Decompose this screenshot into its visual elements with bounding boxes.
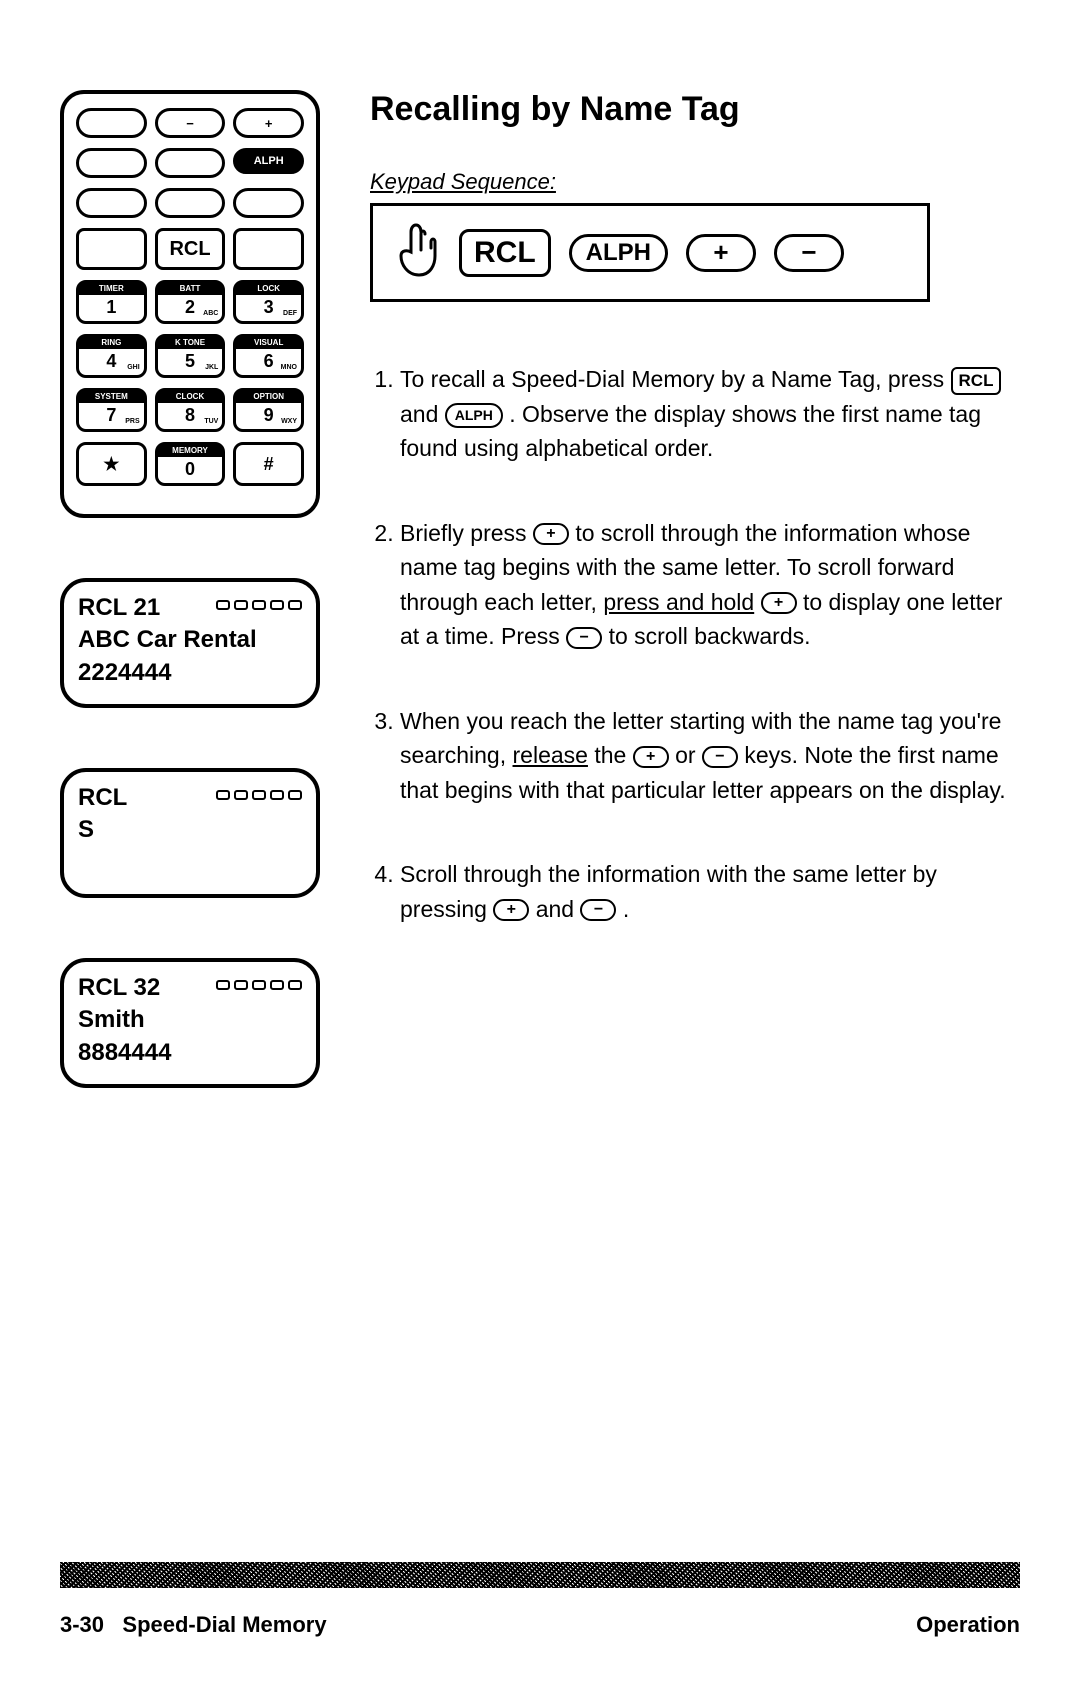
step-2: Briefly press + to scroll through the in… bbox=[400, 516, 1010, 654]
key-hash: # bbox=[233, 442, 304, 486]
keypad-sequence-box: RCL ALPH + − bbox=[370, 203, 930, 302]
key-1: TIMER1 bbox=[76, 280, 147, 324]
inline-rcl: RCL bbox=[951, 367, 1002, 395]
right-column: Recalling by Name Tag Keypad Sequence: R… bbox=[370, 90, 1010, 1088]
keypad-alph: ALPH bbox=[233, 148, 304, 174]
key-star: ★ bbox=[76, 442, 147, 486]
inline-minus: − bbox=[580, 899, 616, 921]
inline-plus: + bbox=[761, 592, 797, 614]
display-line: S bbox=[78, 814, 302, 846]
step-4: Scroll through the information with the … bbox=[400, 857, 1010, 926]
page-title: Recalling by Name Tag bbox=[370, 90, 1010, 129]
signal-bars-icon bbox=[216, 600, 302, 610]
key-2: BATT2ABC bbox=[155, 280, 226, 324]
inline-plus: + bbox=[633, 746, 669, 768]
key-5: K TONE5JKL bbox=[155, 334, 226, 378]
keypad-sequence-label: Keypad Sequence: bbox=[370, 169, 1010, 195]
seq-minus-button: − bbox=[774, 234, 844, 272]
inline-minus: − bbox=[566, 627, 602, 649]
key-6: VISUAL6MNO bbox=[233, 334, 304, 378]
keypad-blank-rect bbox=[233, 228, 304, 270]
key-3: LOCK3DEF bbox=[233, 280, 304, 324]
inline-minus: − bbox=[702, 746, 738, 768]
display-line: 2224444 bbox=[78, 657, 302, 689]
keypad-minus: − bbox=[155, 108, 226, 138]
keypad-blank bbox=[76, 188, 147, 218]
inline-alph: ALPH bbox=[445, 403, 503, 428]
remote-keypad: − + ALPH RCL bbox=[60, 90, 320, 518]
key-8: CLOCK8TUV bbox=[155, 388, 226, 432]
seq-rcl-button: RCL bbox=[459, 229, 551, 277]
seq-alph-button: ALPH bbox=[569, 234, 668, 272]
keypad-blank bbox=[155, 188, 226, 218]
step-1: To recall a Speed-Dial Memory by a Name … bbox=[400, 362, 1010, 466]
display-line: 8884444 bbox=[78, 1037, 302, 1069]
instruction-steps: To recall a Speed-Dial Memory by a Name … bbox=[370, 362, 1010, 926]
display-2: RCL S bbox=[60, 768, 320, 898]
display-line: ABC Car Rental bbox=[78, 624, 302, 656]
inline-plus: + bbox=[533, 523, 569, 545]
page-footer: 3-30 Speed-Dial Memory Operation bbox=[60, 1612, 1020, 1638]
display-line: Smith bbox=[78, 1004, 302, 1036]
keypad-blank bbox=[155, 148, 226, 178]
display-1: RCL 21 ABC Car Rental 2224444 bbox=[60, 578, 320, 708]
decorative-divider bbox=[60, 1562, 1020, 1588]
display-3: RCL 32 Smith 8884444 bbox=[60, 958, 320, 1088]
page-number: 3-30 bbox=[60, 1612, 104, 1637]
footer-right: Operation bbox=[916, 1612, 1020, 1638]
keypad-blank-rect bbox=[76, 228, 147, 270]
signal-bars-icon bbox=[216, 980, 302, 990]
left-column: − + ALPH RCL bbox=[60, 90, 330, 1088]
seq-plus-button: + bbox=[686, 234, 756, 272]
step-3: When you reach the letter starting with … bbox=[400, 704, 1010, 808]
inline-plus: + bbox=[493, 899, 529, 921]
key-0: MEMORY0 bbox=[155, 442, 226, 486]
keypad-blank bbox=[233, 188, 304, 218]
footer-section: Speed-Dial Memory bbox=[122, 1612, 326, 1637]
key-4: RING4GHI bbox=[76, 334, 147, 378]
finger-press-icon bbox=[391, 220, 441, 285]
keypad-rcl: RCL bbox=[155, 228, 226, 270]
keypad-blank bbox=[76, 108, 147, 138]
key-7: SYSTEM7PRS bbox=[76, 388, 147, 432]
keypad-blank bbox=[76, 148, 147, 178]
key-9: OPTION9WXY bbox=[233, 388, 304, 432]
signal-bars-icon bbox=[216, 790, 302, 800]
keypad-plus: + bbox=[233, 108, 304, 138]
